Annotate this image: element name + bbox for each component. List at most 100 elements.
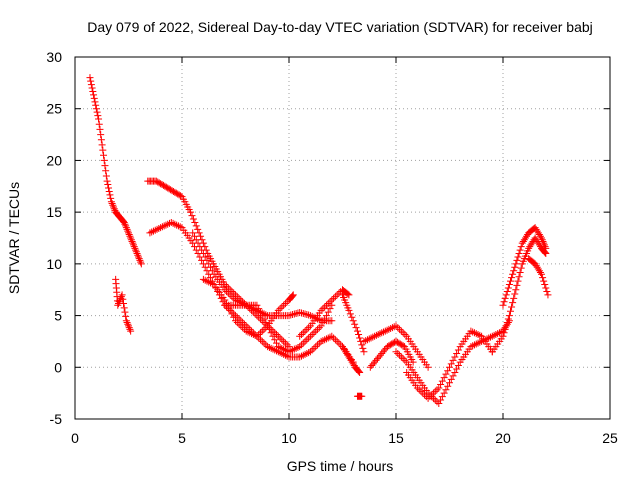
data-point <box>502 291 510 299</box>
data-point <box>312 343 320 351</box>
data-point <box>385 325 393 333</box>
data-point <box>369 360 377 368</box>
y-tick-label: 0 <box>54 359 62 375</box>
data-point <box>344 290 352 298</box>
data-point <box>355 331 363 339</box>
data-point <box>322 301 330 309</box>
data-point <box>240 325 248 333</box>
data-point <box>319 337 327 345</box>
data-point <box>379 348 387 356</box>
data-point <box>378 329 386 337</box>
data-point <box>208 267 216 275</box>
x-tick-label: 10 <box>281 430 297 446</box>
data-point <box>276 343 284 351</box>
data-point <box>110 203 118 211</box>
data-point <box>510 294 518 302</box>
data-point <box>94 112 102 120</box>
data-point <box>305 324 313 332</box>
data-point <box>176 223 184 231</box>
data-point <box>290 345 298 353</box>
y-tick-label: 25 <box>46 101 62 117</box>
data-point <box>299 339 307 347</box>
data-point <box>296 332 304 340</box>
data-point <box>192 222 200 230</box>
data-point <box>396 351 404 359</box>
data-point <box>372 331 380 339</box>
data-point <box>255 331 263 339</box>
data-point <box>296 308 304 316</box>
data-point <box>299 310 307 318</box>
data-point <box>92 105 100 113</box>
data-point <box>301 350 309 358</box>
data-point <box>449 372 457 380</box>
data-point <box>248 330 256 338</box>
data-point <box>102 167 110 175</box>
data-point <box>383 326 391 334</box>
data-point <box>501 325 509 333</box>
data-point <box>242 327 250 335</box>
data-point <box>386 341 394 349</box>
data-point <box>428 391 436 399</box>
data-point <box>348 313 356 321</box>
data-point <box>253 332 261 340</box>
data-point <box>260 339 268 347</box>
data-point <box>276 334 284 342</box>
data-point <box>174 190 182 198</box>
data-point <box>299 329 307 337</box>
data-point <box>289 292 297 300</box>
data-point <box>297 309 305 317</box>
data-point <box>91 98 99 106</box>
data-point <box>321 336 329 344</box>
data-point <box>346 310 354 318</box>
data-point <box>95 115 103 123</box>
data-point <box>296 343 304 351</box>
data-point <box>175 191 183 199</box>
data-point <box>472 330 480 338</box>
data-point <box>417 387 425 395</box>
data-point <box>102 172 110 180</box>
data-point <box>435 399 443 407</box>
data-point <box>194 239 202 247</box>
data-point <box>149 227 157 235</box>
data-point <box>97 131 105 139</box>
data-point <box>134 251 142 259</box>
data-point <box>194 225 202 233</box>
data-point <box>123 225 131 233</box>
data-point <box>189 229 197 237</box>
data-point <box>205 278 213 286</box>
data-point <box>509 270 517 278</box>
data-point <box>451 368 459 376</box>
data-point <box>513 281 521 289</box>
data-point <box>285 348 293 356</box>
data-point <box>469 328 477 336</box>
data-point <box>512 260 520 268</box>
data-point <box>500 298 508 306</box>
data-point <box>499 301 507 309</box>
data-point <box>125 229 132 237</box>
data-point <box>330 334 338 342</box>
data-point <box>188 212 196 220</box>
data-point <box>310 329 318 337</box>
data-point <box>104 181 112 189</box>
data-point <box>317 322 325 330</box>
data-point <box>538 234 546 242</box>
data-point <box>155 179 163 187</box>
data-point <box>164 220 172 228</box>
data-point <box>97 136 105 144</box>
data-point <box>260 315 268 323</box>
data-point <box>289 291 297 299</box>
data-point <box>319 305 327 313</box>
data-point <box>303 349 311 357</box>
data-point <box>269 332 277 340</box>
data-point <box>161 182 169 190</box>
data-point <box>453 349 461 357</box>
data-point <box>233 318 241 326</box>
data-point <box>424 363 432 371</box>
data-point <box>504 284 512 292</box>
data-point <box>305 349 313 357</box>
data-point <box>267 344 275 352</box>
data-point <box>262 311 270 319</box>
data-point <box>397 327 405 335</box>
data-point <box>326 305 334 313</box>
